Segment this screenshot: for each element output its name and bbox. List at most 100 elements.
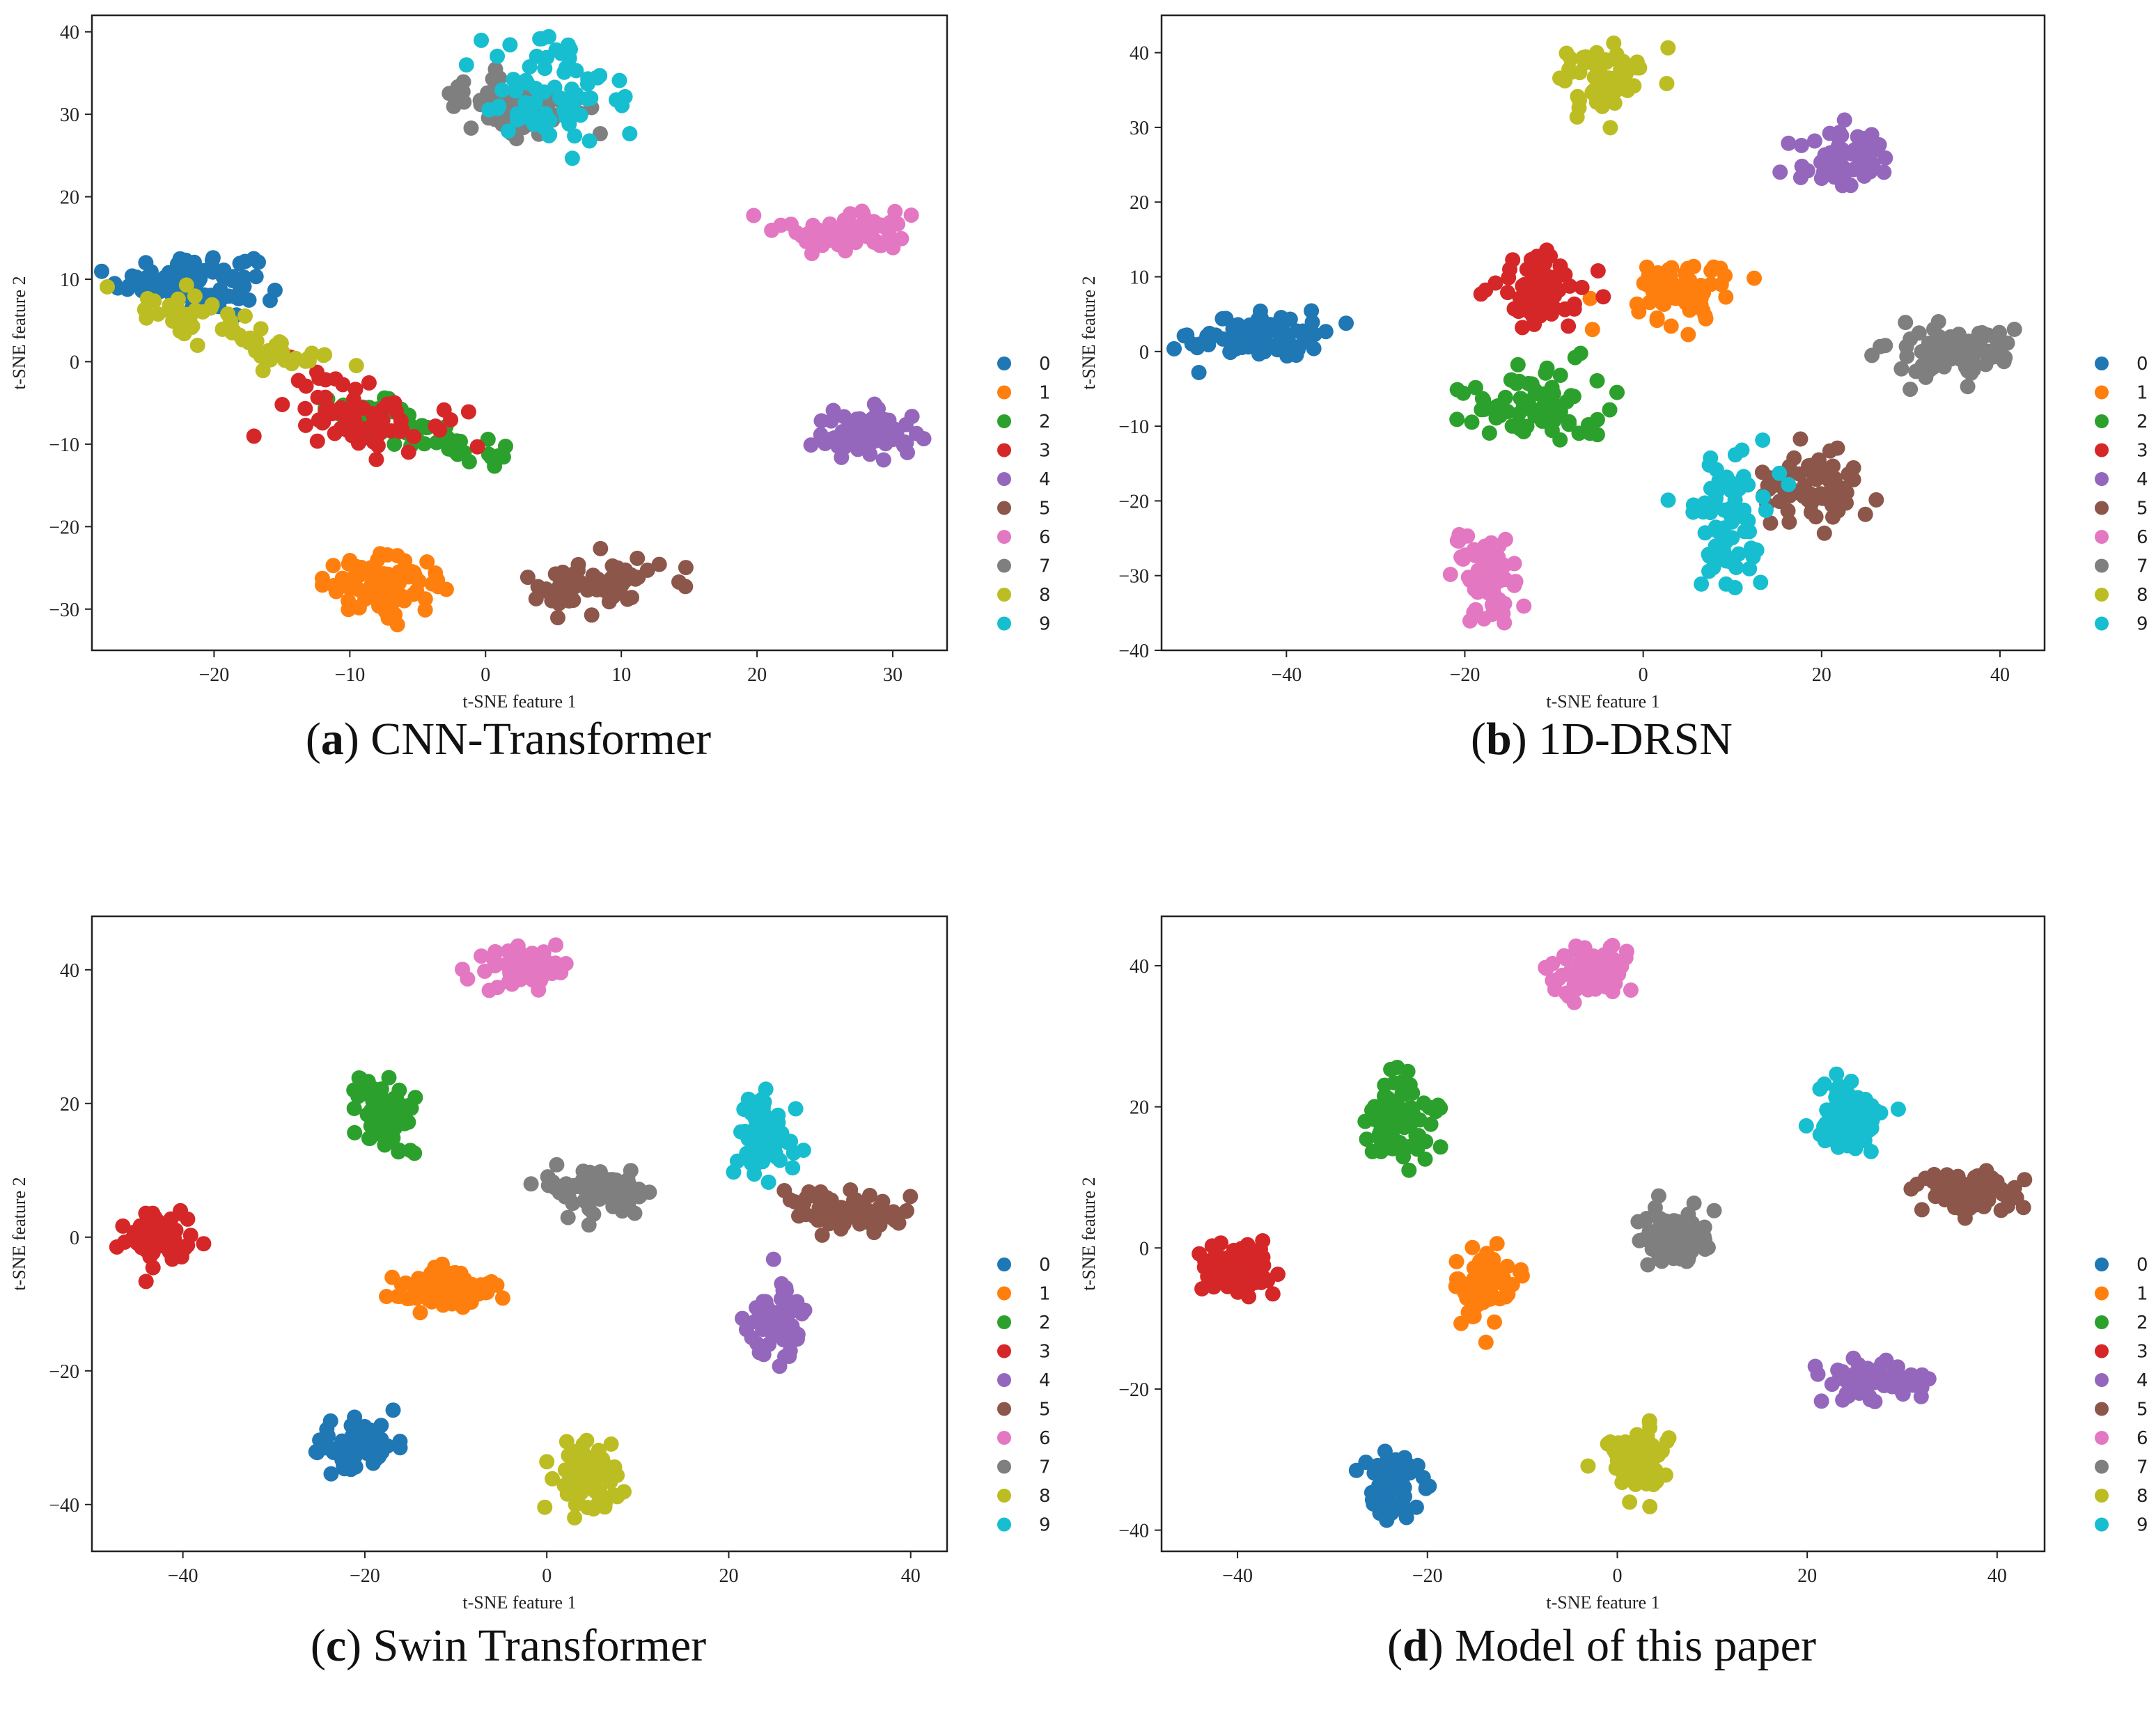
point-class-2 [1377,1077,1393,1093]
point-class-5 [814,1227,830,1243]
legend-label-1: 1 [2137,1284,2148,1305]
point-class-8 [1642,1420,1658,1436]
point-class-7 [1680,1206,1696,1222]
point-class-4 [1824,1377,1840,1393]
y-tick-label: 40 [60,960,79,982]
point-class-4 [1813,171,1829,187]
point-class-3 [1515,320,1531,336]
point-class-5 [1914,1202,1930,1218]
point-class-3 [117,1234,133,1250]
point-class-3 [290,373,306,389]
point-class-1 [1680,327,1696,343]
point-class-7 [463,120,479,136]
point-class-8 [545,1471,561,1487]
point-class-6 [1472,563,1488,579]
point-class-0 [359,1445,375,1462]
point-class-7 [1980,327,1996,343]
point-class-6 [1577,940,1593,956]
point-class-9 [1826,1117,1842,1133]
legend-label-5: 5 [2137,499,2148,519]
point-class-9 [1753,574,1769,590]
point-class-1 [1457,1284,1473,1300]
point-class-2 [360,1074,376,1090]
legend-marker-2 [997,414,1011,428]
point-class-2 [400,1114,416,1130]
legend-label-2: 2 [1039,412,1051,432]
point-class-9 [1861,1122,1877,1138]
point-class-9 [532,31,548,47]
point-class-9 [581,133,597,149]
point-class-2 [1416,1095,1432,1111]
point-class-1 [1649,310,1665,326]
point-class-2 [381,1069,397,1086]
point-class-5 [651,556,667,572]
point-class-5 [2005,1188,2021,1204]
point-class-1 [483,1274,499,1290]
point-class-1 [1582,290,1598,306]
point-class-9 [622,126,638,141]
point-class-4 [875,452,891,468]
point-class-1 [1489,1236,1505,1252]
point-class-4 [1781,135,1797,151]
point-class-4 [1810,1366,1826,1382]
point-class-3 [1194,1281,1210,1296]
point-class-5 [1926,1166,1942,1182]
point-class-1 [1696,285,1712,301]
point-class-7 [582,1164,598,1180]
point-class-0 [1374,1475,1390,1491]
point-class-9 [1719,469,1735,485]
point-class-4 [1793,137,1809,153]
point-class-9 [568,86,584,102]
point-class-3 [355,400,371,416]
point-class-5 [570,556,586,572]
x-tick-label: 40 [901,1565,921,1587]
legend-marker-6 [2095,530,2109,544]
point-class-8 [1598,52,1614,68]
legend-label-9: 9 [1039,1515,1051,1536]
point-class-4 [836,409,852,425]
point-class-5 [1978,1163,1994,1179]
point-class-9 [1742,524,1757,540]
point-class-5 [520,570,536,586]
point-class-3 [1196,1259,1212,1275]
point-class-1 [1584,322,1600,338]
point-class-9 [592,68,608,84]
point-class-0 [1382,1505,1398,1521]
x-tick-label: −40 [168,1565,198,1587]
point-class-7 [595,1184,611,1200]
point-class-4 [1886,1365,1903,1381]
x-axis-label: t-SNE feature 1 [1546,691,1659,712]
point-class-1 [461,1290,477,1306]
point-class-9 [1843,1074,1859,1090]
y-tick-label: −10 [49,434,79,456]
point-class-1 [1648,291,1664,307]
point-class-6 [847,235,864,251]
point-class-9 [1660,492,1676,508]
point-class-5 [1763,515,1779,531]
y-tick-label: 30 [1130,118,1149,139]
legend-marker-9 [2095,1517,2109,1532]
point-class-3 [1204,1238,1220,1254]
point-class-2 [346,1082,362,1098]
legend-label-7: 7 [2137,1457,2148,1478]
point-class-0 [1192,336,1208,352]
legend-marker-3 [997,443,1011,457]
point-class-2 [1527,408,1543,424]
point-class-0 [226,272,242,288]
y-tick-label: 40 [60,22,79,44]
y-tick-label: −20 [1118,491,1149,512]
point-class-7 [1877,338,1893,354]
point-class-9 [1703,505,1719,521]
legend-label-2: 2 [2137,1312,2148,1333]
point-class-2 [1488,410,1504,426]
point-class-2 [1455,385,1471,401]
point-class-8 [570,1491,586,1507]
point-class-8 [1580,1458,1596,1474]
point-class-4 [1850,129,1866,145]
point-class-7 [1893,361,1909,377]
point-class-6 [903,207,919,223]
legend-marker-5 [997,1402,1011,1416]
point-class-8 [1659,76,1675,91]
point-class-6 [1488,549,1504,565]
